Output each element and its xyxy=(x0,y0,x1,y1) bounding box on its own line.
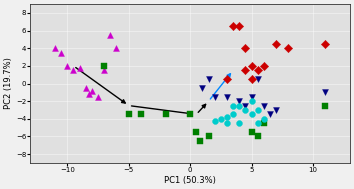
Point xyxy=(236,104,242,107)
Point xyxy=(261,117,267,120)
Point xyxy=(101,64,107,67)
Point xyxy=(255,69,261,72)
Point xyxy=(249,78,255,81)
Point xyxy=(64,64,70,67)
Point xyxy=(249,131,255,134)
Point xyxy=(114,47,119,50)
Point xyxy=(138,113,144,116)
Point xyxy=(249,64,255,67)
Point xyxy=(224,78,230,81)
Point xyxy=(230,104,236,107)
Point xyxy=(273,42,279,45)
Point xyxy=(52,47,58,50)
Point xyxy=(206,78,211,81)
Point xyxy=(200,86,205,89)
Point xyxy=(163,113,169,116)
Point xyxy=(77,66,82,69)
Point xyxy=(126,113,132,116)
Point xyxy=(267,113,273,116)
X-axis label: PC1 (50.3%): PC1 (50.3%) xyxy=(164,176,216,185)
Point xyxy=(194,131,199,134)
Point xyxy=(242,69,248,72)
Point xyxy=(87,93,92,96)
Point xyxy=(224,122,230,125)
Point xyxy=(255,108,261,112)
Point xyxy=(206,135,211,138)
Y-axis label: PC2 (19.7%): PC2 (19.7%) xyxy=(4,58,13,109)
Point xyxy=(212,119,218,122)
Point xyxy=(255,122,261,125)
Point xyxy=(236,100,242,103)
Point xyxy=(322,42,328,45)
Point xyxy=(249,95,255,98)
Point xyxy=(224,115,230,119)
Point xyxy=(255,135,261,138)
Point xyxy=(255,78,261,81)
Point xyxy=(230,25,236,28)
Point xyxy=(187,113,193,116)
Point xyxy=(58,51,64,54)
Point xyxy=(242,108,248,112)
Point xyxy=(224,95,230,98)
Point xyxy=(101,69,107,72)
Point xyxy=(236,25,242,28)
Point xyxy=(236,122,242,125)
Point xyxy=(230,113,236,116)
Point xyxy=(286,47,291,50)
Point xyxy=(273,108,279,112)
Point xyxy=(212,95,218,98)
Point xyxy=(218,117,224,120)
Point xyxy=(249,100,255,103)
Point xyxy=(261,122,267,125)
Point xyxy=(89,89,95,92)
Point xyxy=(242,47,248,50)
Point xyxy=(83,86,88,89)
Point xyxy=(261,64,267,67)
Point xyxy=(108,33,113,36)
Point xyxy=(261,104,267,107)
Point xyxy=(197,139,203,142)
Point xyxy=(322,91,328,94)
Point xyxy=(322,104,328,107)
Point xyxy=(242,104,248,107)
Point xyxy=(249,113,255,116)
Point xyxy=(71,69,76,72)
Point xyxy=(95,95,101,98)
